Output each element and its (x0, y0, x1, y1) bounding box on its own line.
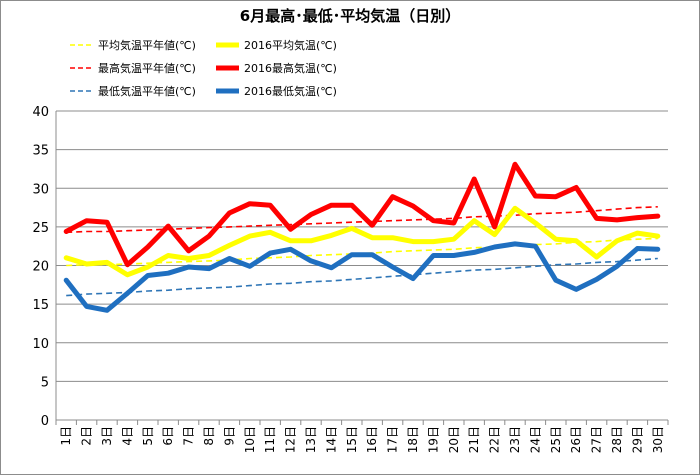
x-tick-label: 11日 (263, 426, 277, 453)
y-tick-label: 40 (32, 105, 49, 120)
legend-label: 2016平均気温(℃) (244, 38, 337, 52)
x-tick-label: 1日 (59, 426, 73, 446)
x-tick-label: 17日 (386, 426, 400, 453)
y-tick-label: 25 (32, 221, 49, 236)
x-tick-label: 15日 (345, 426, 359, 453)
x-tick-label: 10日 (243, 426, 257, 453)
x-tick-label: 9日 (222, 426, 236, 446)
chart-title: 6月最高･最低･平均気温（日別） (239, 7, 461, 25)
x-tick-label: 14日 (324, 426, 338, 453)
x-tick-label: 30日 (651, 426, 665, 453)
y-tick-label: 15 (32, 298, 49, 313)
legend-entry: 2016最高気温(℃) (216, 61, 337, 75)
x-tick-label: 19日 (426, 426, 440, 453)
x-axis-ticks: 1日 2日 3日 4日 5日 6日 7日 8日 9日 10日 11日 12日 13日 14日 15日 16日 1… (55, 420, 669, 453)
legend-entry: 2016最低気温(℃) (216, 84, 337, 98)
x-tick-label: 22日 (488, 426, 502, 453)
x-tick-label: 27日 (590, 426, 604, 453)
x-tick-label: 28日 (610, 426, 624, 453)
x-tick-label: 20日 (447, 426, 461, 453)
x-tick-label: 2日 (80, 426, 94, 446)
x-tick-label: 16日 (365, 426, 379, 453)
legend-entry: 2016平均気温(℃) (216, 38, 337, 52)
legend-entry: 最高気温平年値(℃) (70, 61, 196, 75)
x-tick-label: 4日 (120, 426, 134, 446)
x-tick-label: 25日 (549, 426, 563, 453)
x-tick-label: 5日 (141, 426, 155, 446)
series-line-3 (63, 161, 661, 268)
series-line-4 (66, 257, 658, 297)
legend-label: 最低気温平年値(℃) (98, 84, 196, 98)
x-tick-label: 12日 (284, 426, 298, 453)
y-tick-label: 5 (41, 375, 49, 390)
legend-entry: 最低気温平年値(℃) (70, 84, 196, 98)
x-tick-label: 21日 (467, 426, 481, 453)
series-line-2 (66, 206, 658, 234)
x-tick-label: 24日 (528, 426, 542, 453)
y-axis-ticks: 0 5 10 15 20 25 30 35 40 (32, 105, 49, 429)
x-tick-label: 6日 (161, 426, 175, 446)
y-tick-label: 10 (32, 337, 49, 352)
x-tick-label: 8日 (202, 426, 216, 446)
legend: 平均気温平年値(℃) 2016平均気温(℃) 最高気温平年値(℃) 2016最高気温(… (70, 38, 337, 98)
series-lines (63, 161, 661, 313)
legend-label: 2016最低気温(℃) (244, 84, 337, 98)
y-tick-label: 20 (32, 260, 49, 275)
legend-label: 2016最高気温(℃) (244, 61, 337, 75)
x-tick-label: 29日 (630, 426, 644, 453)
x-tick-label: 3日 (100, 426, 114, 446)
x-tick-label: 26日 (569, 426, 583, 453)
series-line-1 (63, 205, 661, 278)
y-tick-label: 0 (41, 414, 49, 429)
y-tick-label: 30 (32, 182, 49, 197)
legend-label: 最高気温平年値(℃) (98, 61, 196, 75)
x-tick-label: 18日 (406, 426, 420, 453)
x-tick-label: 7日 (182, 426, 196, 446)
x-tick-label: 13日 (304, 426, 318, 453)
y-tick-label: 35 (32, 144, 49, 159)
series-line-5 (63, 241, 661, 313)
legend-entry: 平均気温平年値(℃) (70, 38, 196, 52)
series-line-0 (66, 237, 658, 267)
legend-label: 平均気温平年値(℃) (98, 38, 196, 52)
x-tick-label: 23日 (508, 426, 522, 453)
